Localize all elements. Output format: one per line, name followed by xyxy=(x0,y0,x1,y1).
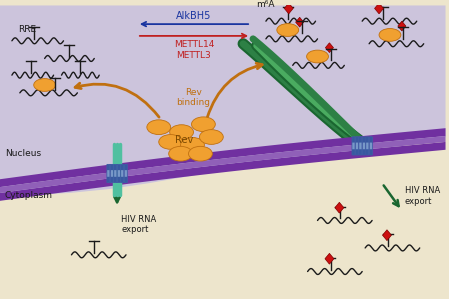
Polygon shape xyxy=(325,253,334,264)
Polygon shape xyxy=(383,230,392,241)
FancyBboxPatch shape xyxy=(107,177,110,182)
Text: Rev: Rev xyxy=(176,135,194,145)
Ellipse shape xyxy=(180,138,204,152)
FancyBboxPatch shape xyxy=(117,177,120,182)
FancyBboxPatch shape xyxy=(114,164,117,170)
FancyBboxPatch shape xyxy=(121,177,124,182)
Text: m⁶A: m⁶A xyxy=(256,0,274,10)
Ellipse shape xyxy=(159,135,183,149)
FancyBboxPatch shape xyxy=(110,164,113,170)
FancyBboxPatch shape xyxy=(107,164,110,170)
Polygon shape xyxy=(374,3,383,14)
Text: Rev
binding: Rev binding xyxy=(176,88,211,107)
FancyBboxPatch shape xyxy=(110,164,114,183)
FancyBboxPatch shape xyxy=(362,137,365,143)
FancyBboxPatch shape xyxy=(107,164,110,183)
FancyBboxPatch shape xyxy=(110,177,113,182)
FancyBboxPatch shape xyxy=(352,149,355,155)
Text: HIV RNA
export: HIV RNA export xyxy=(121,215,156,234)
FancyBboxPatch shape xyxy=(352,137,355,143)
FancyBboxPatch shape xyxy=(114,177,117,182)
FancyBboxPatch shape xyxy=(370,137,372,155)
Polygon shape xyxy=(0,128,445,187)
Polygon shape xyxy=(326,43,334,53)
Ellipse shape xyxy=(189,146,212,161)
Ellipse shape xyxy=(379,28,401,41)
FancyBboxPatch shape xyxy=(352,137,355,155)
FancyBboxPatch shape xyxy=(362,137,365,155)
FancyBboxPatch shape xyxy=(124,177,127,182)
FancyBboxPatch shape xyxy=(366,137,369,143)
FancyBboxPatch shape xyxy=(362,149,365,155)
Polygon shape xyxy=(295,17,304,27)
FancyBboxPatch shape xyxy=(124,164,127,170)
FancyBboxPatch shape xyxy=(359,149,362,155)
Text: RRE: RRE xyxy=(18,25,36,34)
FancyBboxPatch shape xyxy=(117,164,120,183)
Ellipse shape xyxy=(277,24,299,36)
Polygon shape xyxy=(0,142,445,201)
Text: Cytoplasm: Cytoplasm xyxy=(5,190,53,199)
FancyBboxPatch shape xyxy=(121,164,124,170)
FancyBboxPatch shape xyxy=(366,137,369,155)
FancyBboxPatch shape xyxy=(370,149,372,155)
Ellipse shape xyxy=(34,79,56,91)
FancyBboxPatch shape xyxy=(359,137,362,143)
FancyBboxPatch shape xyxy=(356,149,358,155)
FancyBboxPatch shape xyxy=(121,164,124,183)
Ellipse shape xyxy=(170,125,194,139)
Polygon shape xyxy=(0,136,445,193)
FancyBboxPatch shape xyxy=(114,164,117,183)
Polygon shape xyxy=(335,202,344,213)
FancyBboxPatch shape xyxy=(366,149,369,155)
Polygon shape xyxy=(398,21,406,31)
Ellipse shape xyxy=(147,120,171,135)
Text: METTL14
METTL3: METTL14 METTL3 xyxy=(174,40,214,60)
FancyBboxPatch shape xyxy=(356,137,358,155)
FancyBboxPatch shape xyxy=(370,137,372,143)
Ellipse shape xyxy=(199,130,223,144)
FancyBboxPatch shape xyxy=(124,164,128,183)
Ellipse shape xyxy=(192,117,216,132)
FancyBboxPatch shape xyxy=(356,137,358,143)
Polygon shape xyxy=(0,5,445,196)
Ellipse shape xyxy=(169,146,193,161)
Ellipse shape xyxy=(307,50,328,63)
Text: HIV RNA
export: HIV RNA export xyxy=(405,186,440,206)
FancyBboxPatch shape xyxy=(359,137,362,155)
Text: AlkBH5: AlkBH5 xyxy=(176,11,211,21)
Text: Nucleus: Nucleus xyxy=(5,149,41,158)
FancyBboxPatch shape xyxy=(117,164,120,170)
Polygon shape xyxy=(284,3,293,14)
